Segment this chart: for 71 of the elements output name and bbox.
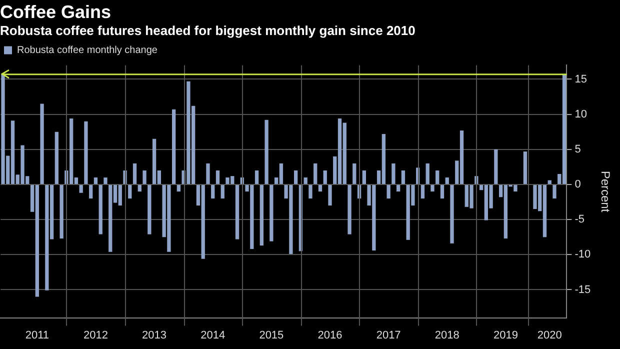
bar — [392, 163, 396, 184]
y-tick-label: 0 — [574, 178, 581, 191]
bar — [445, 177, 449, 184]
bar — [216, 170, 220, 184]
bar — [79, 184, 83, 193]
bar — [60, 184, 64, 239]
x-tick-label: 2017 — [376, 329, 401, 342]
bar — [348, 184, 352, 234]
x-tick-label: 2015 — [259, 329, 284, 342]
bar — [450, 184, 454, 244]
x-tick-label: 2012 — [83, 329, 108, 342]
bar — [270, 184, 274, 242]
bar — [362, 170, 366, 184]
bar — [54, 132, 59, 184]
bar — [211, 184, 215, 199]
x-tick-label: 2014 — [200, 329, 226, 342]
y-tick-label: 5 — [574, 143, 581, 156]
bar — [264, 120, 268, 184]
x-tick-label: 2016 — [318, 329, 342, 342]
x-tick-label: 2018 — [434, 329, 460, 342]
bar — [314, 163, 318, 184]
bar — [220, 184, 224, 199]
bar — [89, 184, 93, 199]
bar — [142, 170, 146, 184]
bar — [254, 170, 259, 184]
x-tick-label: 2020 — [537, 329, 562, 342]
bar — [40, 104, 44, 184]
bar — [426, 163, 430, 184]
bar — [148, 184, 152, 234]
bar — [436, 170, 440, 184]
y-tick-label: -15 — [574, 284, 591, 296]
bar — [396, 184, 400, 192]
bar — [84, 121, 88, 184]
x-tick-label: 2019 — [493, 329, 518, 342]
bar — [352, 163, 356, 184]
bar — [94, 177, 98, 184]
bar — [401, 170, 406, 184]
y-tick-label: 10 — [574, 108, 587, 120]
x-tick-label: 2013 — [142, 329, 167, 342]
bar — [235, 184, 240, 240]
bar — [308, 184, 312, 199]
bar — [494, 149, 498, 184]
bar — [304, 177, 308, 184]
bar — [104, 177, 108, 184]
bar — [552, 184, 556, 199]
x-tick-label: 2011 — [25, 329, 49, 342]
chart-title: Coffee Gains — [0, 2, 112, 22]
bar — [328, 184, 332, 206]
bar — [128, 184, 132, 199]
y-axis-title: Percent — [598, 170, 612, 213]
legend-label: Robusta coffee monthly change — [17, 44, 158, 56]
y-tick-label: 15 — [574, 73, 587, 86]
bar — [132, 163, 137, 184]
y-tick-label: -5 — [574, 214, 584, 226]
bar — [98, 184, 102, 234]
bar — [386, 184, 390, 199]
bar — [430, 184, 434, 192]
bar — [206, 163, 210, 184]
bar — [440, 184, 444, 199]
bar — [294, 170, 298, 184]
bar — [323, 170, 327, 184]
y-tick-label: -10 — [574, 248, 591, 261]
chart-subtitle: Robusta coffee futures headed for biggest monthly gain since 2010 — [0, 22, 416, 38]
bar — [318, 184, 322, 192]
bar — [138, 184, 142, 192]
bar — [420, 184, 425, 199]
bar — [260, 184, 264, 246]
bar — [176, 184, 181, 192]
bar — [548, 180, 552, 184]
bar — [172, 109, 176, 184]
bar — [523, 152, 528, 184]
